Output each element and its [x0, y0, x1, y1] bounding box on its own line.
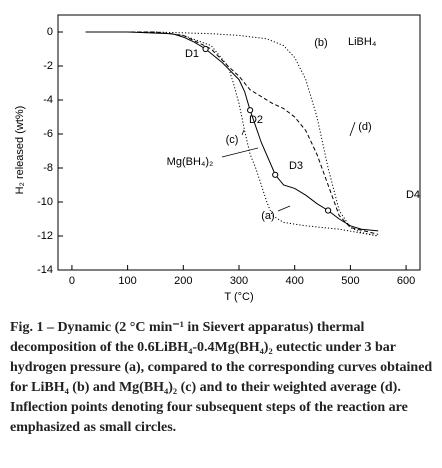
series-line: [85, 31, 379, 237]
leader-line: [241, 129, 245, 136]
chart: H₂ released (wt%) T (°C) 0 100 200 300 400 50…: [14, 14, 421, 303]
y-tick-label: 0: [47, 26, 53, 38]
inflection-label: D4: [406, 189, 420, 201]
y-tick-label: -4: [43, 94, 53, 106]
series-label: (b): [314, 37, 327, 49]
x-tick-label: 100: [118, 275, 136, 287]
y-axis-label: H₂ released (wt%): [14, 106, 26, 195]
y-tick-label: -10: [37, 196, 53, 208]
y-tick-label: -2: [43, 60, 53, 72]
leader-line: [221, 147, 259, 158]
x-axis-label: T (°C): [224, 291, 253, 303]
series-label: (a): [261, 210, 274, 222]
y-tick-label: -6: [43, 128, 53, 140]
series-line: [85, 31, 379, 237]
series-label: (c): [226, 134, 239, 146]
x-tick-label: 0: [69, 275, 75, 287]
x-tick-label: 500: [341, 275, 359, 287]
x-tick-label: 200: [174, 275, 192, 287]
y-tick-label: -12: [37, 230, 53, 242]
series-line: [85, 31, 379, 232]
inflection-label: D3: [289, 160, 303, 172]
y-tick-label: -14: [37, 264, 53, 276]
leader-line: [277, 205, 291, 212]
inflection-point: [247, 107, 254, 114]
x-tick-label: 400: [286, 275, 304, 287]
x-tick-label: 600: [397, 275, 415, 287]
y-tick-label: -8: [43, 162, 53, 174]
series-label: (d): [358, 121, 371, 133]
caption: Fig. 1 – Dynamic (2 °C min⁻¹ in Sievert …: [10, 320, 433, 435]
inflection-label: D2: [249, 114, 263, 126]
x-tick-label: 300: [230, 275, 248, 287]
inflection-point: [325, 207, 332, 214]
compound-label: Mg(BH₄)₂: [167, 156, 214, 168]
compound-label: LiBH₄: [348, 36, 377, 48]
inflection-label: D1: [185, 48, 199, 60]
inflection-point: [202, 45, 209, 53]
inflection-point: [272, 171, 279, 178]
series-line: [85, 31, 379, 235]
leader-line: [349, 121, 356, 137]
